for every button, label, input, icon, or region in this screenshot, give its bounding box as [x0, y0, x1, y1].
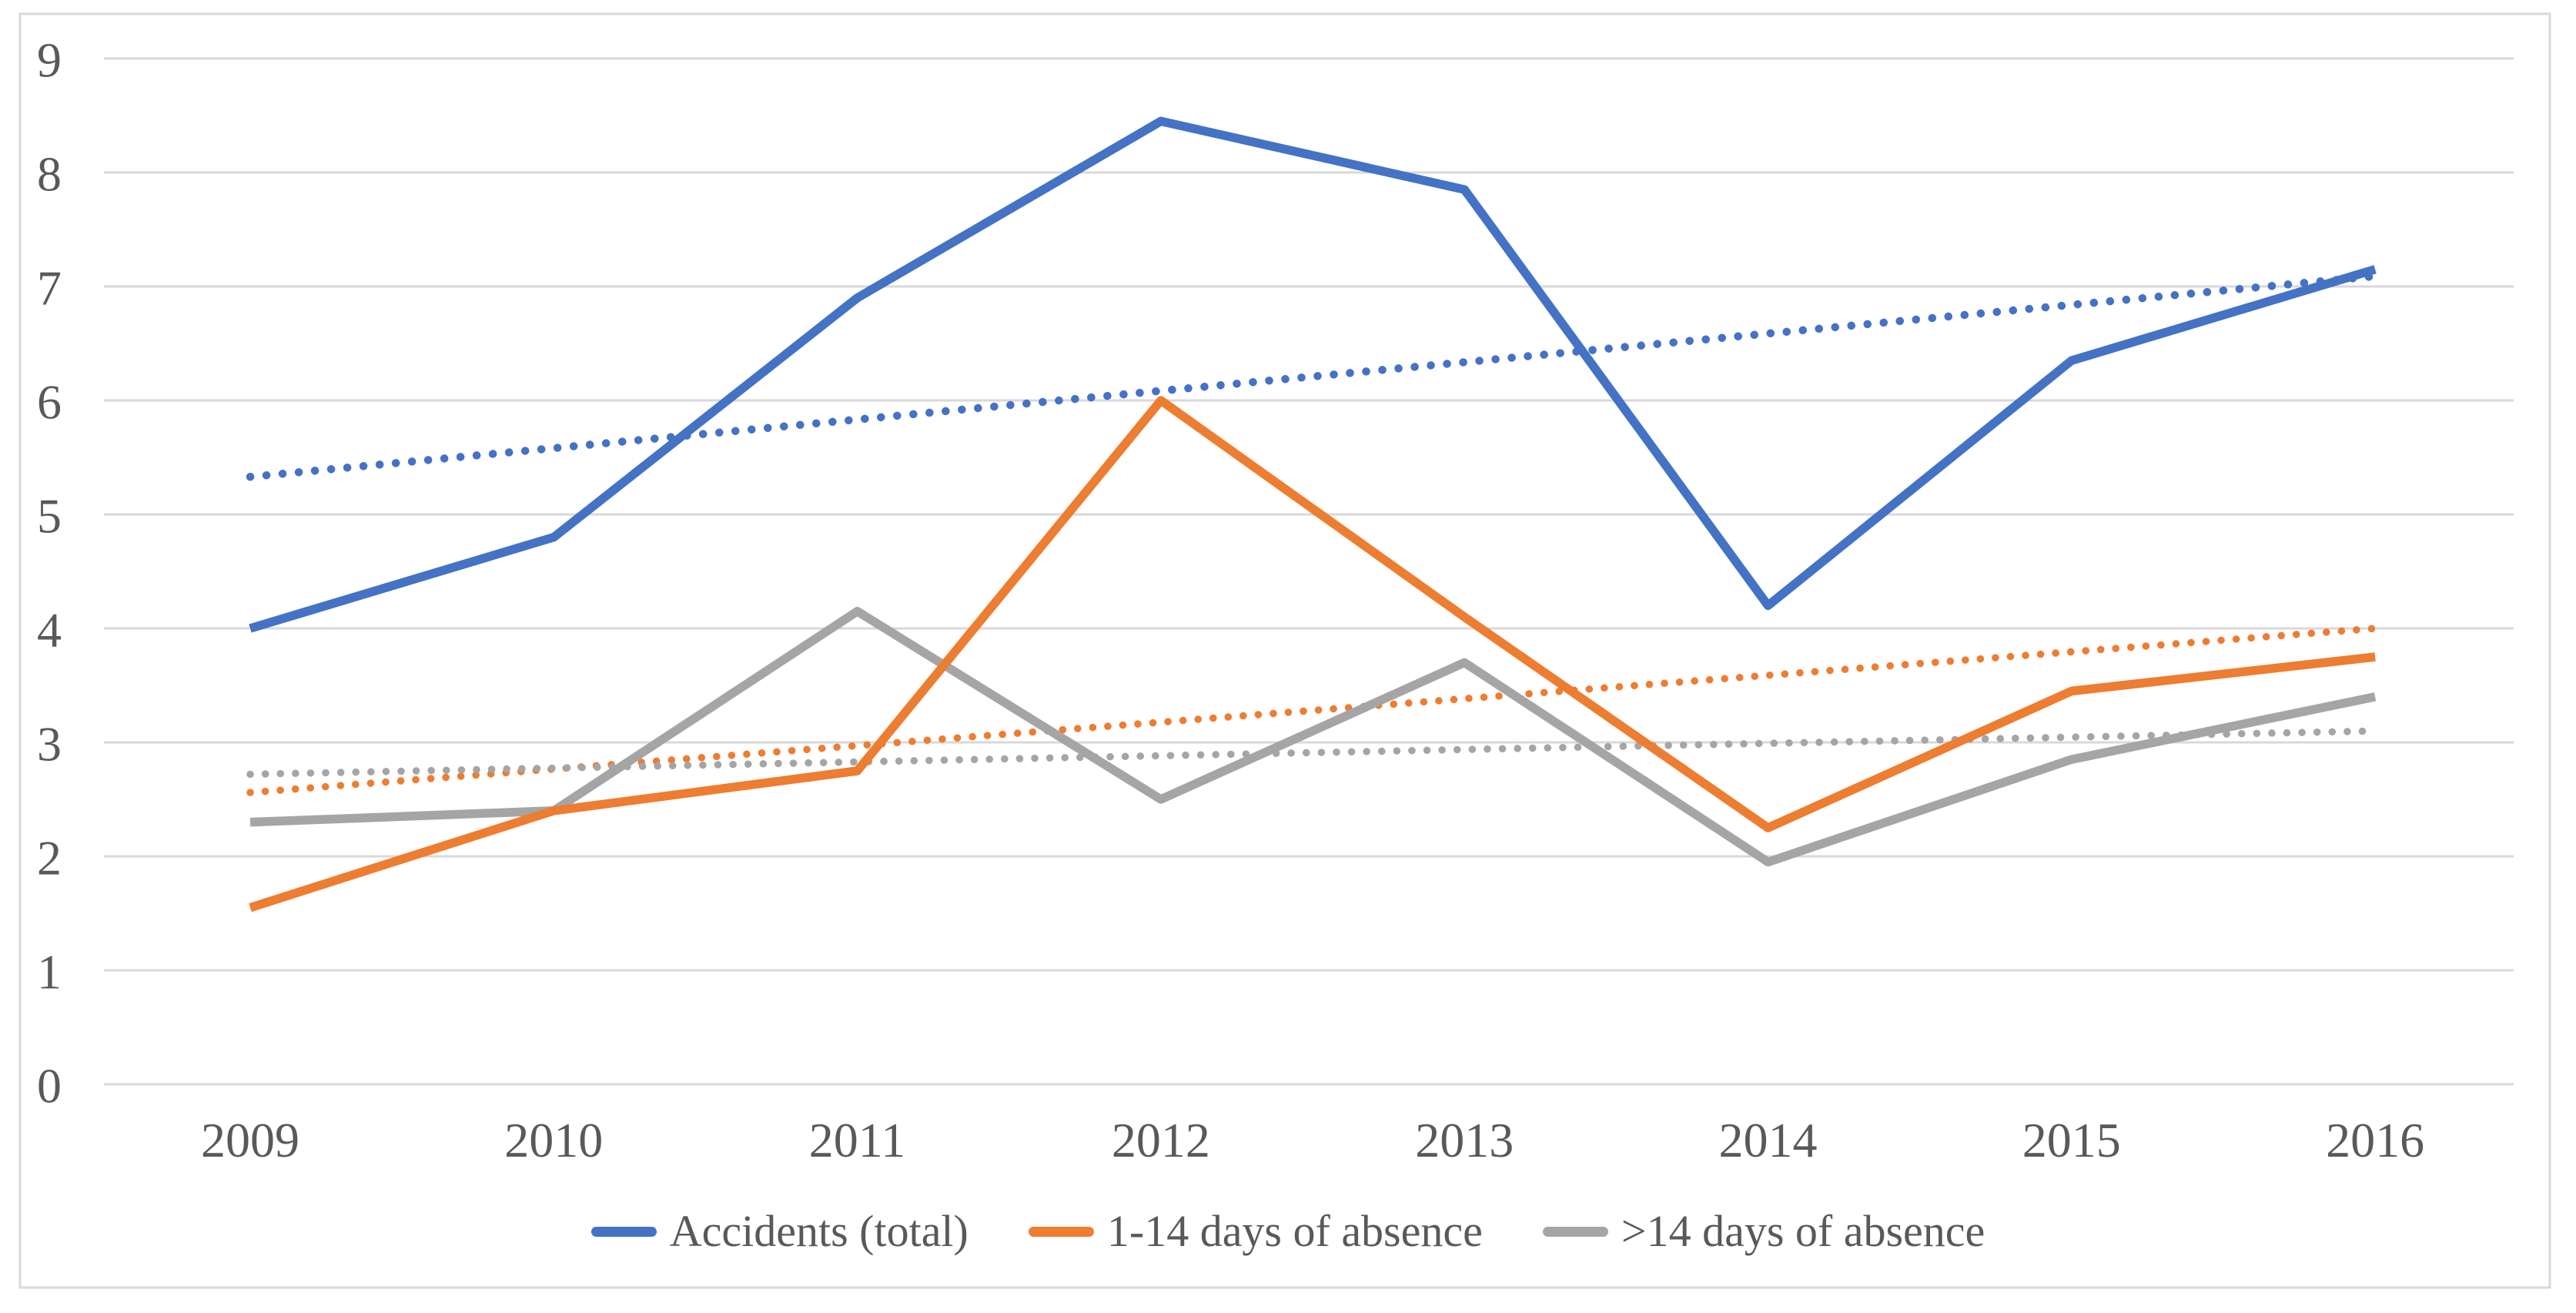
y-tick-label: 7: [37, 261, 62, 316]
x-tick-label: 2013: [1415, 1113, 1514, 1167]
y-tick-label: 9: [37, 33, 62, 88]
y-tick-label: 6: [37, 375, 62, 430]
trendline-accidents-total: [246, 272, 2380, 481]
figure-border: [18, 12, 2551, 1289]
y-tick-label: 8: [37, 147, 62, 202]
gridlines: [104, 57, 2514, 1086]
legend-label: >14 days of absence: [1621, 1206, 1986, 1256]
series-line-14-days-of-absence: [249, 607, 2377, 867]
y-tick-label: 2: [37, 831, 62, 886]
trendlines: [246, 272, 2380, 796]
legend-item-14-days-of-absence: >14 days of absence: [1542, 1206, 1986, 1258]
x-tick-label: 2014: [1719, 1113, 1818, 1167]
y-tick-label: 0: [37, 1059, 62, 1114]
legend-item-accidents-total: Accidents (total): [590, 1206, 969, 1258]
x-tick-label: 2009: [201, 1113, 299, 1167]
series-line-1-14-days-of-absence: [249, 396, 2376, 913]
x-axis-tick-labels: 2009 2010 2011 2012 2013 2014 2015 2016: [201, 1113, 2424, 1167]
legend-label: 1-14 days of absence: [1106, 1206, 1483, 1256]
x-tick-label: 2012: [1112, 1113, 1210, 1167]
legend-label: Accidents (total): [669, 1206, 969, 1256]
y-tick-label: 3: [37, 717, 62, 772]
legend-marker-14-days-of-absence: [1542, 1226, 1608, 1237]
x-tick-label: 2016: [2326, 1113, 2424, 1167]
x-tick-label: 2015: [2022, 1113, 2121, 1167]
x-tick-label: 2011: [809, 1113, 906, 1167]
legend-marker-accidents-total: [590, 1226, 657, 1237]
y-tick-label: 1: [37, 945, 62, 1000]
legend-marker-1-14-days-of-absence: [1028, 1226, 1094, 1237]
y-axis-tick-labels: 0 1 2 3 4 5 6 7 8 9: [37, 33, 62, 1114]
x-tick-label: 2010: [504, 1113, 603, 1167]
legend: Accidents (total) 1-14 days of absence >14…: [0, 1206, 2576, 1258]
y-tick-label: 4: [37, 603, 62, 658]
legend-item-1-14-days-of-absence: 1-14 days of absence: [1028, 1206, 1483, 1258]
series-lines: [249, 116, 2377, 913]
y-tick-label: 5: [37, 489, 62, 544]
series-line-accidents-total: [249, 116, 2377, 633]
